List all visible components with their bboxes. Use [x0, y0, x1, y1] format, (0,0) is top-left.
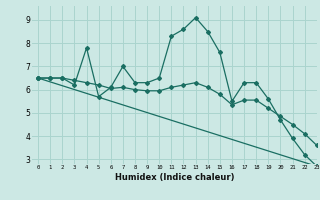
X-axis label: Humidex (Indice chaleur): Humidex (Indice chaleur)	[115, 173, 234, 182]
